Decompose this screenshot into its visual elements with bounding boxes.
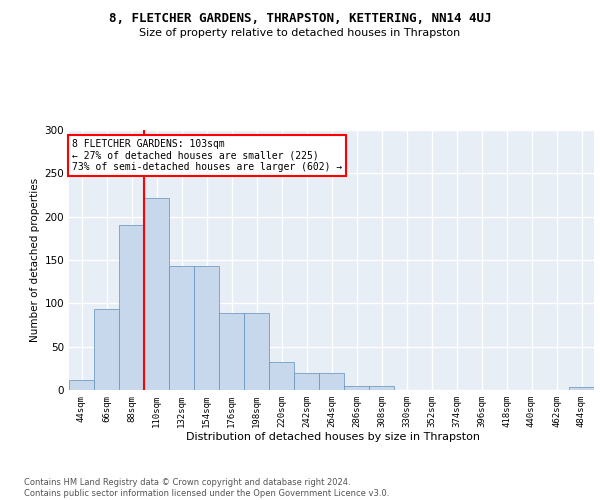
Text: 8 FLETCHER GARDENS: 103sqm
← 27% of detached houses are smaller (225)
73% of sem: 8 FLETCHER GARDENS: 103sqm ← 27% of deta…	[71, 139, 342, 172]
Bar	[369, 386, 394, 390]
Bar	[144, 198, 169, 390]
Bar	[319, 372, 344, 390]
Bar	[344, 386, 369, 390]
Bar	[219, 313, 244, 390]
Text: Size of property relative to detached houses in Thrapston: Size of property relative to detached ho…	[139, 28, 461, 38]
Bar	[244, 313, 269, 390]
Y-axis label: Number of detached properties: Number of detached properties	[30, 178, 40, 342]
Text: 8, FLETCHER GARDENS, THRAPSTON, KETTERING, NN14 4UJ: 8, FLETCHER GARDENS, THRAPSTON, KETTERIN…	[109, 12, 491, 26]
Bar	[169, 266, 194, 390]
Bar	[569, 386, 594, 390]
Bar	[294, 372, 319, 390]
Text: Distribution of detached houses by size in Thrapston: Distribution of detached houses by size …	[186, 432, 480, 442]
Bar	[69, 380, 94, 390]
Text: Contains HM Land Registry data © Crown copyright and database right 2024.
Contai: Contains HM Land Registry data © Crown c…	[24, 478, 389, 498]
Bar	[194, 266, 219, 390]
Bar	[119, 226, 144, 390]
Bar	[94, 310, 119, 390]
Bar	[269, 362, 294, 390]
